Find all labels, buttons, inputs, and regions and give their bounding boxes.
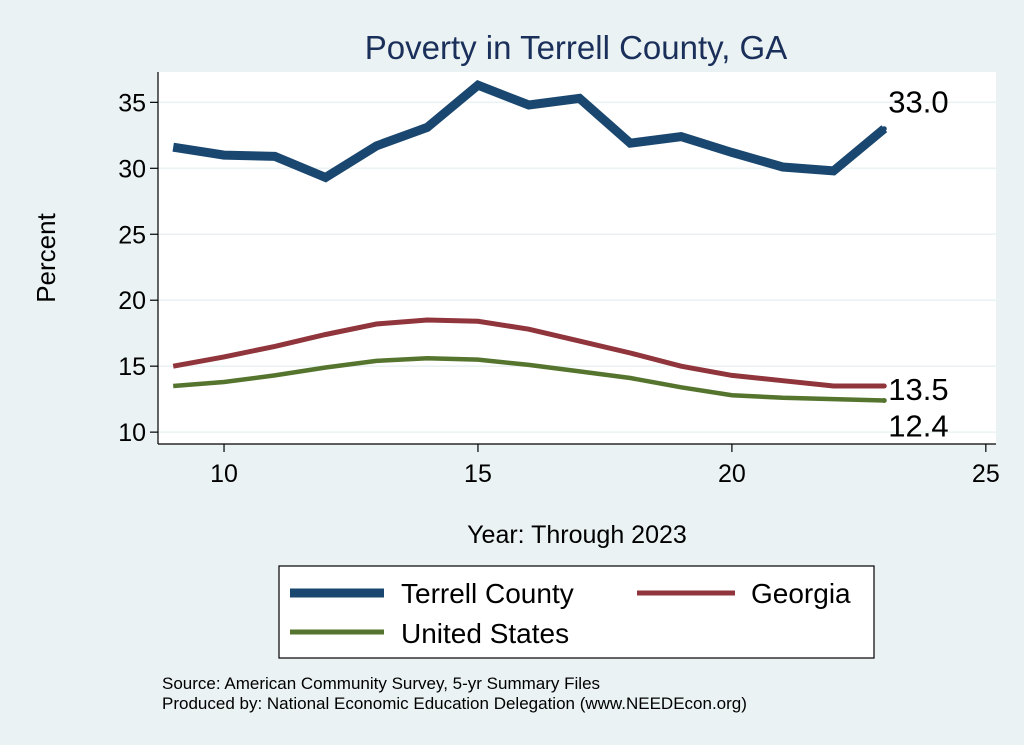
x-axis-title: Year: Through 2023 xyxy=(467,521,687,549)
x-tick-label: 25 xyxy=(972,460,1000,488)
legend-box xyxy=(278,565,875,659)
end-labels: 33.0 13.512.4 xyxy=(881,85,949,443)
series-line-georgia xyxy=(172,317,885,389)
axes: 10 15 20 25 30 35 10 15 20 25 xyxy=(118,72,1000,488)
series-end-point xyxy=(881,397,887,403)
source-note: Source: American Community Survey, 5-yr … xyxy=(162,674,600,693)
legend-label-terrell: Terrell County xyxy=(401,578,574,609)
series-end-point xyxy=(881,126,887,132)
series-end-label: 13.5 xyxy=(888,372,948,407)
y-axis-title: Percent xyxy=(31,212,61,302)
legend-label-georgia: Georgia xyxy=(751,578,851,609)
y-tick-label: 15 xyxy=(118,353,146,381)
x-tick-label: 20 xyxy=(718,460,746,488)
x-tick-label: 10 xyxy=(210,460,238,488)
series-end-point xyxy=(881,383,887,389)
series-lines xyxy=(172,80,888,403)
y-tick-label: 30 xyxy=(118,155,146,183)
y-tick-label: 25 xyxy=(118,221,146,249)
y-tick-label: 10 xyxy=(118,419,146,447)
series-end-label: 33.0 xyxy=(888,85,948,120)
legend: Terrell County Georgia United States xyxy=(278,565,875,659)
series-end-label: 12.4 xyxy=(888,408,948,443)
series-line-united-states xyxy=(173,356,885,403)
series-line-terrell-county xyxy=(172,80,888,183)
y-tick-label: 20 xyxy=(118,287,146,315)
legend-label-us: United States xyxy=(401,618,569,649)
y-tick-label: 35 xyxy=(118,89,146,117)
plot-area xyxy=(158,72,996,444)
producer-note: Produced by: National Economic Education… xyxy=(162,694,747,713)
x-tick-label: 15 xyxy=(464,460,492,488)
chart-title: Poverty in Terrell County, GA xyxy=(365,29,787,66)
